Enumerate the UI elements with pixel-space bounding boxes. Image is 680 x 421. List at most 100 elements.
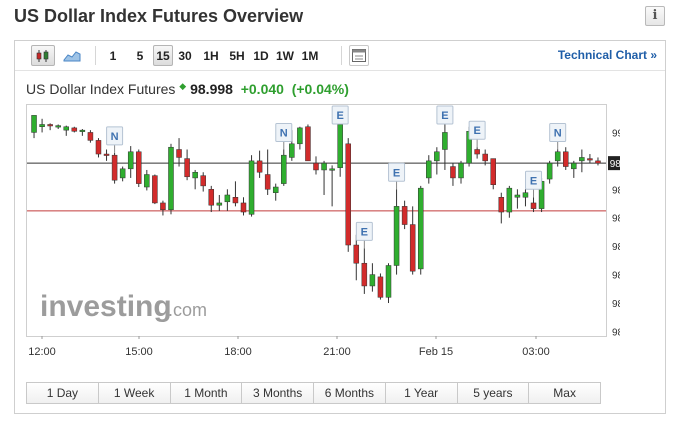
instrument-name: US Dollar Index Futures (26, 81, 176, 97)
chart-widget: 1 5 15 30 1H 5H 1D 1W 1M Technical Chart » US Do… (14, 40, 666, 414)
current-price-label: 98.998 (610, 159, 620, 170)
candle-body (136, 151, 142, 184)
candle-body (426, 160, 432, 179)
candle-body (579, 157, 585, 162)
interval-5[interactable]: 5 (136, 48, 144, 63)
event-flag (331, 105, 349, 125)
candle-body (208, 189, 215, 206)
candle-body (168, 146, 174, 211)
candle-body (152, 175, 158, 204)
candle-body (546, 162, 553, 180)
x-tick-label: 21:00 (323, 346, 351, 358)
candle-body (522, 192, 529, 198)
candle-body (248, 160, 255, 215)
interval-1[interactable]: 1 (109, 48, 117, 63)
candle-body (63, 126, 70, 131)
candle-body (264, 174, 271, 190)
settings-panel-icon[interactable] (349, 45, 369, 66)
current-price-badge (608, 156, 620, 171)
x-tick-label: 12:00 (28, 346, 56, 358)
range-1-day[interactable]: 1 Day (27, 383, 99, 403)
x-tick-label: 18:00 (224, 346, 252, 358)
candle-body (31, 115, 37, 133)
y-tick-label: 99.025 (612, 128, 620, 139)
candle-body (103, 153, 110, 156)
candle-body (176, 149, 182, 158)
price-change-percent: (+0.04%) (291, 81, 349, 97)
event-label: E (441, 110, 448, 122)
range-1-month[interactable]: 1 Month (170, 383, 243, 403)
candle-body (530, 202, 537, 209)
info-button[interactable]: i (645, 6, 665, 26)
event-flag (468, 120, 486, 140)
candle-body (272, 186, 279, 193)
candle-body (442, 132, 448, 150)
event-label: E (336, 110, 343, 122)
candle-body (329, 168, 335, 171)
event-flag (525, 170, 543, 190)
range-3-months[interactable]: 3 Months (242, 383, 314, 403)
candlestick-chart[interactable]: 99.02599.00098.97598.95098.92598.90098.8… (26, 104, 620, 339)
candle-body (571, 162, 577, 170)
candle-body (289, 143, 295, 158)
technical-chart-link[interactable]: Technical Chart » (557, 48, 657, 62)
candle-body (353, 244, 360, 264)
interval-1h[interactable]: 1H (203, 48, 219, 63)
candle-body (595, 160, 601, 164)
event-label: N (111, 131, 119, 143)
candle-body (232, 197, 239, 204)
event-flag (388, 162, 406, 182)
candle-body (240, 202, 247, 213)
candle-body (434, 151, 440, 162)
candle-body (498, 197, 505, 213)
candle-body (361, 262, 368, 287)
interval-5h[interactable]: 5H (229, 48, 245, 63)
price-chart[interactable]: 99.02599.00098.97598.95098.92598.90098.8… (26, 104, 620, 358)
candle-body (474, 149, 480, 155)
interval-1m[interactable]: 1M (301, 48, 319, 63)
candle-body (490, 158, 496, 185)
candle-body (55, 125, 61, 128)
interval-30[interactable]: 30 (178, 48, 192, 63)
x-tick-label: 03:00 (522, 346, 550, 358)
range-5-years[interactable]: 5 years (457, 383, 530, 403)
event-flag (436, 105, 454, 125)
candle-body (345, 143, 351, 246)
event-label: N (280, 127, 288, 139)
candle-body (337, 124, 343, 168)
interval-1d[interactable]: 1D (253, 48, 269, 63)
candle-body (281, 154, 287, 184)
candle-body (393, 206, 400, 266)
candle-body (385, 265, 392, 298)
event-label: E (393, 167, 400, 179)
candle-body (39, 124, 45, 127)
watermark-domain: .com (168, 300, 207, 320)
candle-body (216, 202, 223, 206)
range-1-week[interactable]: 1 Week (98, 383, 171, 403)
candle-body (297, 127, 303, 145)
interval-15[interactable]: 15 (153, 45, 173, 66)
candle-body (514, 194, 521, 198)
y-tick-label: 98.950 (612, 214, 620, 225)
range-1-year[interactable]: 1 Year (385, 383, 458, 403)
range-6-months[interactable]: 6 Months (314, 383, 386, 403)
candle-body (369, 274, 376, 287)
candle-body (409, 224, 416, 272)
y-tick-label: 98.975 (612, 185, 620, 196)
range-max[interactable]: Max (529, 383, 600, 403)
candlestick-chart-icon[interactable] (31, 45, 55, 66)
candle-body (482, 153, 488, 162)
area-chart-icon[interactable] (60, 45, 84, 66)
candle-body (160, 202, 166, 211)
y-tick-label: 98.875 (612, 299, 620, 310)
plot-frame (26, 104, 607, 337)
interval-1w[interactable]: 1W (276, 48, 294, 63)
candle-body (200, 175, 206, 187)
x-tick-label: 15:00 (125, 346, 153, 358)
event-flag (275, 122, 293, 142)
candle-body (111, 154, 118, 181)
page-title: US Dollar Index Futures Overview (14, 6, 304, 26)
event-label: E (473, 125, 480, 137)
candle-body (417, 187, 424, 270)
candle-body (87, 132, 94, 141)
